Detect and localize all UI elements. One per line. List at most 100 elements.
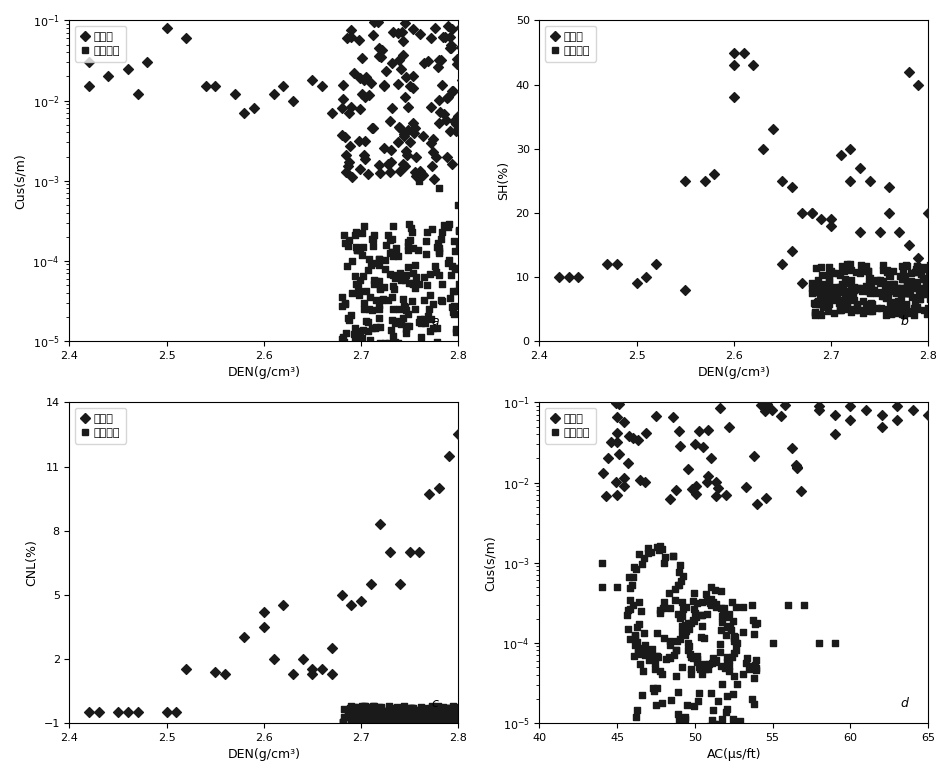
Point — [378, 239, 393, 251]
Point — [816, 288, 831, 301]
Point — [890, 294, 905, 307]
Point — [921, 301, 936, 314]
Point — [398, 711, 414, 723]
Point — [388, 367, 403, 379]
Point — [432, 94, 447, 106]
Point — [398, 362, 414, 374]
Point — [864, 305, 880, 317]
Point — [916, 272, 931, 284]
Point — [468, 706, 483, 718]
Point — [335, 299, 350, 312]
Point — [859, 283, 874, 295]
Point — [465, 43, 480, 56]
Point — [843, 274, 858, 286]
Point — [683, 617, 698, 629]
Point — [366, 364, 381, 377]
Point — [405, 69, 420, 81]
Point — [899, 284, 914, 297]
Point — [749, 616, 765, 629]
Point — [375, 359, 390, 371]
Point — [449, 707, 464, 719]
Point — [714, 678, 729, 691]
Point — [818, 289, 833, 301]
Point — [400, 240, 416, 253]
Point — [663, 639, 678, 651]
Point — [276, 599, 291, 611]
Point — [349, 711, 364, 724]
Point — [398, 327, 413, 339]
Point — [408, 711, 423, 724]
Point — [892, 286, 907, 298]
Point — [450, 53, 465, 65]
Point — [812, 281, 827, 294]
Point — [374, 701, 389, 713]
Point — [844, 291, 860, 303]
Point — [402, 234, 417, 246]
Point — [390, 26, 405, 39]
Point — [376, 359, 391, 371]
Point — [456, 709, 471, 722]
Point — [729, 637, 745, 649]
Point — [410, 715, 425, 727]
Point — [625, 571, 640, 584]
Point — [775, 174, 790, 187]
Point — [424, 701, 439, 713]
Point — [415, 361, 430, 374]
Point — [706, 652, 721, 664]
Point — [927, 305, 942, 317]
Point — [887, 303, 902, 315]
Point — [609, 398, 624, 410]
Point — [462, 73, 477, 85]
Point — [375, 355, 390, 367]
Point — [344, 255, 359, 267]
Point — [843, 414, 858, 426]
Point — [456, 268, 471, 281]
Point — [807, 298, 823, 311]
Point — [398, 144, 414, 157]
Point — [805, 281, 820, 294]
Point — [912, 293, 927, 305]
Point — [354, 716, 369, 728]
Point — [380, 294, 396, 306]
Point — [844, 288, 859, 300]
Point — [835, 281, 850, 294]
Point — [394, 355, 409, 367]
Point — [832, 297, 847, 309]
Point — [427, 715, 442, 728]
Point — [417, 313, 432, 326]
Point — [365, 122, 380, 134]
Point — [650, 649, 665, 662]
Point — [859, 301, 874, 314]
Point — [218, 667, 233, 680]
Point — [907, 292, 922, 305]
Point — [451, 429, 466, 441]
Point — [427, 360, 442, 372]
Point — [368, 708, 383, 720]
Point — [901, 287, 916, 299]
Point — [804, 206, 819, 219]
Point — [755, 143, 770, 155]
Point — [666, 549, 681, 562]
Point — [896, 266, 911, 278]
Point — [372, 337, 387, 350]
Point — [633, 643, 649, 656]
Point — [846, 284, 862, 297]
Point — [459, 254, 475, 267]
Point — [863, 275, 878, 288]
Point — [672, 559, 688, 571]
Point — [938, 260, 951, 273]
Point — [880, 303, 895, 315]
Point — [466, 325, 481, 337]
Point — [451, 263, 466, 275]
Point — [930, 174, 945, 187]
Point — [347, 322, 362, 334]
Point — [434, 232, 449, 245]
Point — [460, 708, 476, 720]
Point — [893, 291, 908, 303]
Point — [346, 704, 361, 716]
Point — [404, 701, 419, 714]
Point — [880, 264, 895, 276]
Point — [346, 67, 361, 79]
Point — [717, 742, 732, 755]
Point — [337, 298, 352, 310]
